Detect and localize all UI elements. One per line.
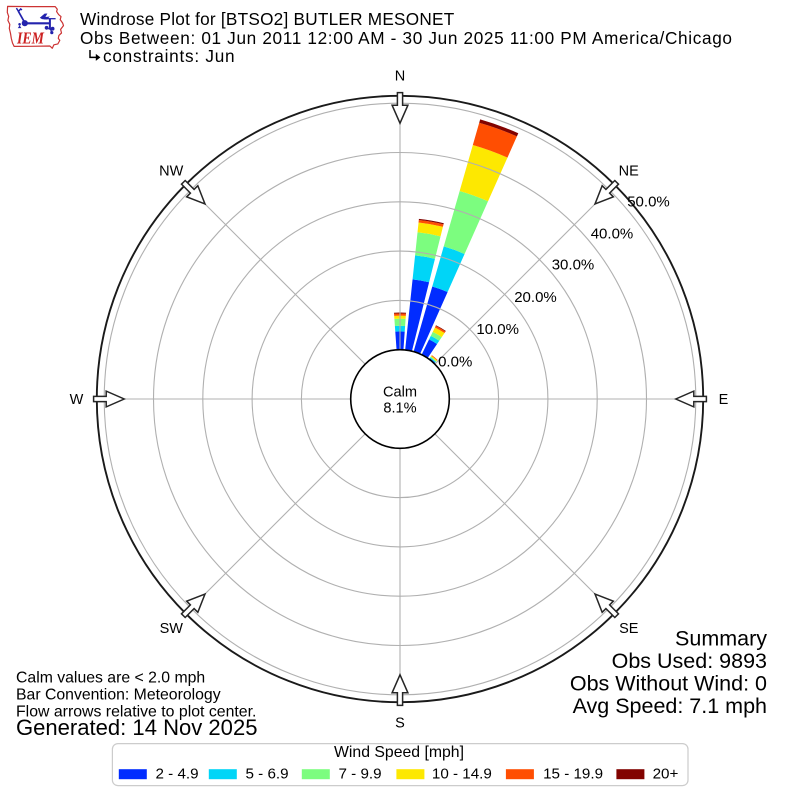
svg-text:Obs Used: 9893: Obs Used: 9893 bbox=[612, 649, 767, 673]
svg-text:20.0%: 20.0% bbox=[514, 289, 557, 306]
svg-text:W: W bbox=[70, 392, 84, 408]
svg-text:40.0%: 40.0% bbox=[591, 226, 634, 243]
svg-text:SE: SE bbox=[619, 621, 639, 637]
svg-text:8.1%: 8.1% bbox=[383, 401, 416, 417]
svg-text:5 - 6.9: 5 - 6.9 bbox=[246, 766, 289, 783]
svg-text:20+: 20+ bbox=[653, 766, 679, 783]
svg-text:E: E bbox=[719, 392, 729, 408]
svg-text:Obs Without Wind: 0: Obs Without Wind: 0 bbox=[570, 672, 767, 696]
svg-text:SW: SW bbox=[160, 621, 184, 637]
svg-text:30.0%: 30.0% bbox=[552, 256, 595, 273]
svg-text:IEM: IEM bbox=[16, 29, 45, 48]
svg-text:Bar Convention: Meteorology: Bar Convention: Meteorology bbox=[16, 687, 221, 704]
svg-text:0.0%: 0.0% bbox=[438, 353, 472, 370]
svg-text:N: N bbox=[395, 69, 405, 85]
svg-text:15 - 19.9: 15 - 19.9 bbox=[543, 766, 603, 783]
svg-text:7 - 9.9: 7 - 9.9 bbox=[339, 766, 382, 783]
svg-text:S: S bbox=[395, 716, 405, 732]
svg-text:Calm: Calm bbox=[383, 385, 417, 401]
svg-text:Generated: 14 Nov 2025: Generated: 14 Nov 2025 bbox=[16, 715, 257, 740]
svg-text:Summary: Summary bbox=[675, 627, 767, 651]
svg-text:Calm values are < 2.0 mph: Calm values are < 2.0 mph bbox=[16, 670, 205, 687]
svg-text:constraints: Jun: constraints: Jun bbox=[103, 46, 235, 66]
svg-text:Avg Speed: 7.1 mph: Avg Speed: 7.1 mph bbox=[573, 694, 767, 718]
svg-text:NE: NE bbox=[619, 163, 639, 179]
svg-text:Flow arrows relative to plot c: Flow arrows relative to plot center. bbox=[16, 704, 256, 721]
svg-text:2 - 4.9: 2 - 4.9 bbox=[156, 766, 199, 783]
svg-text:10 - 14.9: 10 - 14.9 bbox=[432, 766, 492, 783]
svg-text:10.0%: 10.0% bbox=[476, 321, 519, 338]
svg-text:Obs Between: 01 Jun 2011 12:00: Obs Between: 01 Jun 2011 12:00 AM - 30 J… bbox=[80, 28, 733, 48]
svg-text:Wind Speed [mph]: Wind Speed [mph] bbox=[334, 744, 464, 761]
svg-text:50.0%: 50.0% bbox=[627, 194, 670, 211]
svg-text:Windrose Plot for [BTSO2] BUTL: Windrose Plot for [BTSO2] BUTLER MESONET bbox=[80, 9, 455, 29]
svg-text:NW: NW bbox=[159, 163, 183, 179]
